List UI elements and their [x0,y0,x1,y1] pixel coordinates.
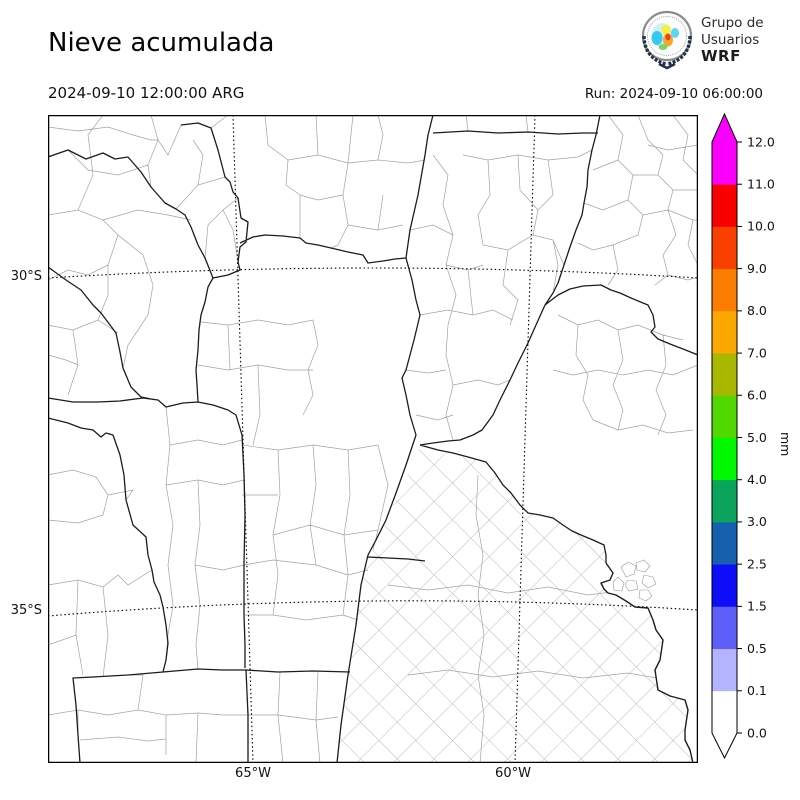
lat-label-30s: 30°S [10,269,42,284]
graticule-gridlines [48,115,698,763]
colorbar-tick-label: 10.0 [747,219,775,234]
colorbar-ticks: 0.0 0.1 0.5 1.5 2.5 3.0 4.0 5.0 6.0 7.0 8.0 9.0 10.0… [737,134,775,740]
colorbar-segment [712,564,737,607]
colorbar-segment [712,142,737,185]
colorbar-unit-label: mm [778,432,793,456]
wrf-logo-text: Grupo de Usuarios WRF [701,15,764,65]
colorbar-tick-label: 9.0 [747,261,767,276]
coastline [600,562,694,763]
page-title: Nieve acumulada [48,28,275,58]
colorbar-segment [712,310,737,354]
colorbar-segment [712,648,737,692]
colorbar-tick-label: 0.0 [747,725,767,740]
colorbar-segment [712,184,737,227]
colorbar-segment [712,690,737,734]
province-borders [48,115,698,763]
colorbar-tick-label: 0.1 [747,683,767,698]
lat-label-35s: 35°S [10,603,42,618]
colorbar-tick-label: 8.0 [747,303,767,318]
map-canvas [48,115,698,763]
lon-label-65w: 65°W [235,766,271,781]
logo-line-2: Usuarios [701,31,760,48]
colorbar-arrow [712,733,737,758]
colorbar-segment [712,606,737,649]
amba-departments [612,559,657,602]
colorbar-segment [712,268,737,312]
colorbar-tick-label: 3.0 [747,514,767,529]
colorbar-segment [712,353,737,396]
colorbar-tick-label: 4.0 [747,472,767,487]
wrf-logo-icon [641,10,693,70]
colorbar-tick-label: 11.0 [747,177,775,192]
run-time-label: Run: 2024-09-10 06:00:00 [584,86,763,102]
colorbar-tick-label: 5.0 [747,430,767,445]
colorbar-segments [711,112,738,760]
map-frame [48,115,698,763]
colorbar-tick-label: 0.5 [747,641,767,656]
logo-line-1: Grupo de [701,15,764,31]
colorbar: 0.0 0.1 0.5 1.5 2.5 3.0 4.0 5.0 6.0 7.0 8.0 9.0 10.0… [711,112,793,760]
colorbar-tick-label: 6.0 [747,388,767,403]
colorbar-arrow [712,114,737,142]
lon-label-60w: 60°W [495,766,531,781]
colorbar-tick-label: 1.5 [747,599,767,614]
colorbar-segment [712,521,737,565]
colorbar-segment [712,226,737,270]
colorbar-tick-label: 12.0 [747,134,775,149]
colorbar-segment [712,395,737,438]
valid-time-label: 2024-09-10 12:00:00 ARG [48,84,245,102]
colorbar-segment [712,479,737,523]
colorbar-tick-label: 2.5 [747,556,767,571]
colorbar-segment [712,437,737,481]
logo-line-3: WRF [701,47,741,65]
department-borders [48,115,698,763]
colorbar-tick-label: 7.0 [747,345,767,360]
